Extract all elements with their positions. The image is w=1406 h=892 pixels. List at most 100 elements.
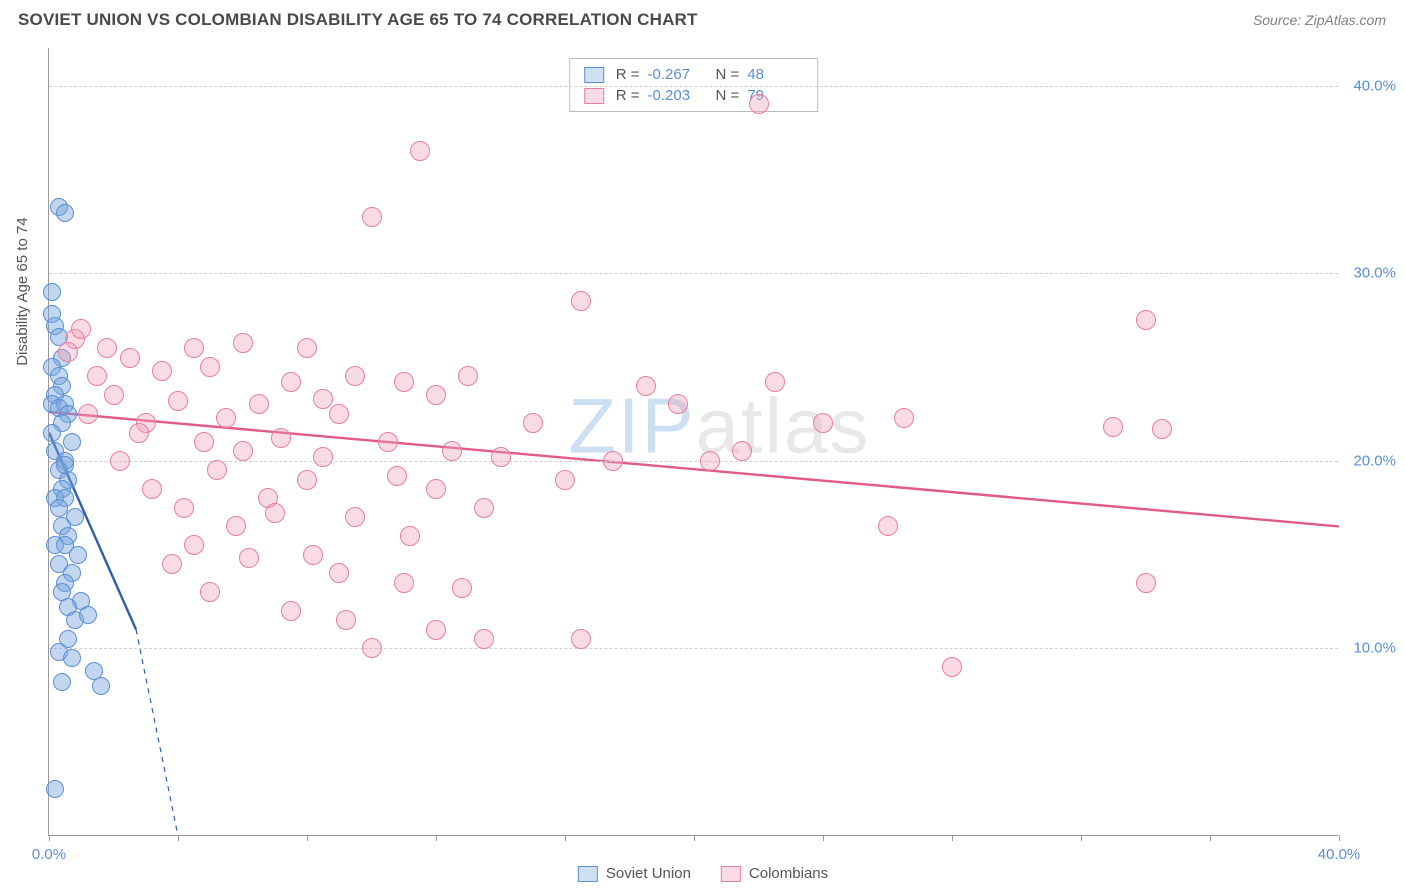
x-tick-label: 40.0% (1318, 846, 1361, 863)
x-tick (952, 835, 953, 841)
scatter-point-soviet (46, 780, 64, 798)
scatter-point-colombian (387, 466, 407, 486)
scatter-point-colombian (336, 610, 356, 630)
scatter-point-colombian (394, 372, 414, 392)
legend-swatch (721, 866, 741, 882)
scatter-point-colombian (120, 348, 140, 368)
scatter-point-soviet (79, 606, 97, 624)
series-legend: Soviet Union Colombians (578, 865, 828, 882)
scatter-point-colombian (878, 516, 898, 536)
scatter-point-colombian (378, 432, 398, 452)
scatter-point-colombian (732, 441, 752, 461)
scatter-point-colombian (104, 385, 124, 405)
scatter-point-colombian (174, 498, 194, 518)
scatter-point-colombian (271, 428, 291, 448)
y-tick-label: 40.0% (1353, 77, 1396, 94)
legend-swatch (578, 866, 598, 882)
scatter-point-soviet (43, 283, 61, 301)
x-tick (823, 835, 824, 841)
scatter-point-colombian (313, 447, 333, 467)
scatter-point-colombian (426, 385, 446, 405)
scatter-point-colombian (474, 629, 494, 649)
scatter-point-colombian (636, 376, 656, 396)
scatter-point-colombian (281, 372, 301, 392)
gridline (49, 648, 1338, 649)
scatter-point-soviet (69, 546, 87, 564)
x-tick (1339, 835, 1340, 841)
scatter-point-colombian (442, 441, 462, 461)
x-tick (49, 835, 50, 841)
n-label: N = (716, 66, 740, 83)
x-tick-label: 0.0% (32, 846, 66, 863)
scatter-point-colombian (168, 391, 188, 411)
scatter-point-colombian (458, 366, 478, 386)
r-value: -0.203 (648, 87, 704, 104)
scatter-point-colombian (452, 578, 472, 598)
n-label: N = (716, 87, 740, 104)
scatter-point-colombian (297, 338, 317, 358)
scatter-point-soviet (63, 433, 81, 451)
source-attribution: Source: ZipAtlas.com (1253, 12, 1386, 28)
scatter-point-colombian (571, 629, 591, 649)
scatter-point-colombian (152, 361, 172, 381)
scatter-point-colombian (184, 338, 204, 358)
scatter-point-colombian (362, 207, 382, 227)
scatter-point-colombian (813, 413, 833, 433)
chart-title: SOVIET UNION VS COLOMBIAN DISABILITY AGE… (18, 10, 698, 30)
scatter-point-colombian (894, 408, 914, 428)
legend-label: Colombians (749, 865, 828, 882)
y-tick-label: 30.0% (1353, 265, 1396, 282)
scatter-point-soviet (56, 456, 74, 474)
scatter-point-soviet (92, 677, 110, 695)
scatter-point-colombian (142, 479, 162, 499)
x-tick (1210, 835, 1211, 841)
scatter-point-colombian (491, 447, 511, 467)
legend-item: Soviet Union (578, 865, 691, 882)
n-value: 48 (747, 66, 803, 83)
scatter-point-colombian (1152, 419, 1172, 439)
r-label: R = (616, 66, 640, 83)
scatter-point-colombian (71, 319, 91, 339)
x-tick (307, 835, 308, 841)
scatter-point-colombian (226, 516, 246, 536)
scatter-point-colombian (765, 372, 785, 392)
scatter-point-colombian (184, 535, 204, 555)
scatter-point-colombian (239, 548, 259, 568)
scatter-point-colombian (233, 441, 253, 461)
scatter-point-colombian (749, 94, 769, 114)
scatter-point-colombian (281, 601, 301, 621)
scatter-point-colombian (668, 394, 688, 414)
scatter-point-colombian (313, 389, 333, 409)
scatter-point-soviet (63, 649, 81, 667)
x-tick (565, 835, 566, 841)
legend-label: Soviet Union (606, 865, 691, 882)
scatter-point-colombian (1136, 310, 1156, 330)
scatter-point-colombian (571, 291, 591, 311)
legend-row: R =-0.267N =48 (584, 64, 804, 85)
y-axis-label: Disability Age 65 to 74 (14, 217, 31, 365)
scatter-point-soviet (53, 673, 71, 691)
scatter-point-colombian (303, 545, 323, 565)
scatter-point-colombian (233, 333, 253, 353)
scatter-point-colombian (129, 423, 149, 443)
scatter-point-colombian (297, 470, 317, 490)
scatter-point-colombian (426, 479, 446, 499)
scatter-point-soviet (50, 499, 68, 517)
x-tick (694, 835, 695, 841)
y-tick-label: 10.0% (1353, 640, 1396, 657)
scatter-point-colombian (207, 460, 227, 480)
scatter-point-colombian (555, 470, 575, 490)
scatter-point-colombian (78, 404, 98, 424)
x-tick (1081, 835, 1082, 841)
scatter-point-soviet (43, 424, 61, 442)
scatter-point-colombian (345, 507, 365, 527)
scatter-point-colombian (410, 141, 430, 161)
legend-row: R =-0.203N =79 (584, 85, 804, 106)
scatter-point-colombian (700, 451, 720, 471)
gridline (49, 273, 1338, 274)
legend-item: Colombians (721, 865, 828, 882)
scatter-point-colombian (329, 563, 349, 583)
scatter-point-colombian (162, 554, 182, 574)
scatter-point-colombian (394, 573, 414, 593)
scatter-point-colombian (426, 620, 446, 640)
